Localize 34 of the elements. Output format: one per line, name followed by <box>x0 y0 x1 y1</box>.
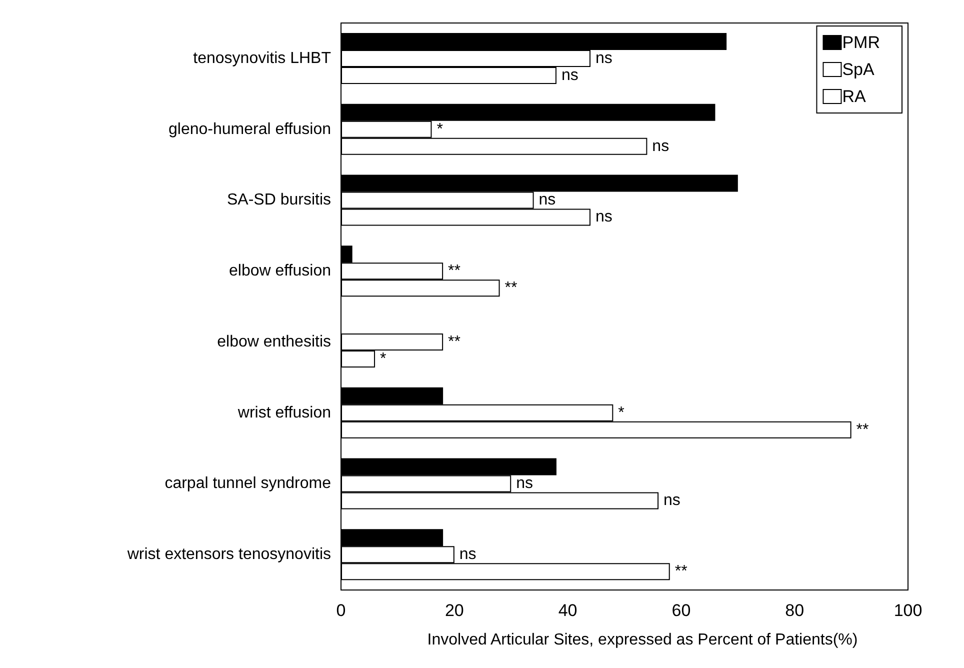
data-label: ns <box>516 475 534 492</box>
data-label: ns <box>595 208 612 226</box>
legend-label: PMR <box>842 33 880 52</box>
data-label: * <box>436 120 443 138</box>
y-tick-label: SA-SD bursitis <box>226 192 331 209</box>
data-label: * <box>380 350 386 368</box>
data-label: ** <box>448 262 461 280</box>
data-label: ns <box>459 546 476 564</box>
data-label: ns <box>538 192 556 209</box>
y-tick-label: carpal tunnel syndrome <box>164 475 332 492</box>
y-tick-label: elbow enthesitis <box>217 333 331 350</box>
x-tick-label: 20 <box>444 601 464 620</box>
data-label: ** <box>448 333 461 350</box>
data-label: ns <box>595 50 612 67</box>
data-label: ns <box>561 66 578 84</box>
legend-label: RA <box>842 87 866 106</box>
data-label: ** <box>674 563 688 580</box>
x-tick-label: 40 <box>558 601 578 620</box>
x-tick-label: 60 <box>672 601 691 620</box>
y-tick-label: elbow effusion <box>229 262 331 280</box>
data-label: ** <box>856 421 869 438</box>
y-tick-label: gleno-humeral effusion <box>168 120 331 138</box>
x-tick-label: 100 <box>894 601 922 620</box>
y-tick-label: tenosynovitis LHBT <box>193 50 332 67</box>
data-label: ns <box>664 492 680 510</box>
y-tick-label: wrist effusion <box>236 404 331 422</box>
legend-label: SpA <box>842 60 876 79</box>
x-tick-label: 0 <box>336 601 346 620</box>
data-label: ** <box>504 280 518 297</box>
data-label: * <box>618 404 624 422</box>
x-tick-label: 80 <box>785 601 804 620</box>
y-tick-label: wrist extensors tenosynovitis <box>126 546 331 564</box>
data-label: ns <box>652 138 670 155</box>
x-axis-title: Involved Articular Sites, expressed as Percent of Patients(%) <box>427 632 858 648</box>
